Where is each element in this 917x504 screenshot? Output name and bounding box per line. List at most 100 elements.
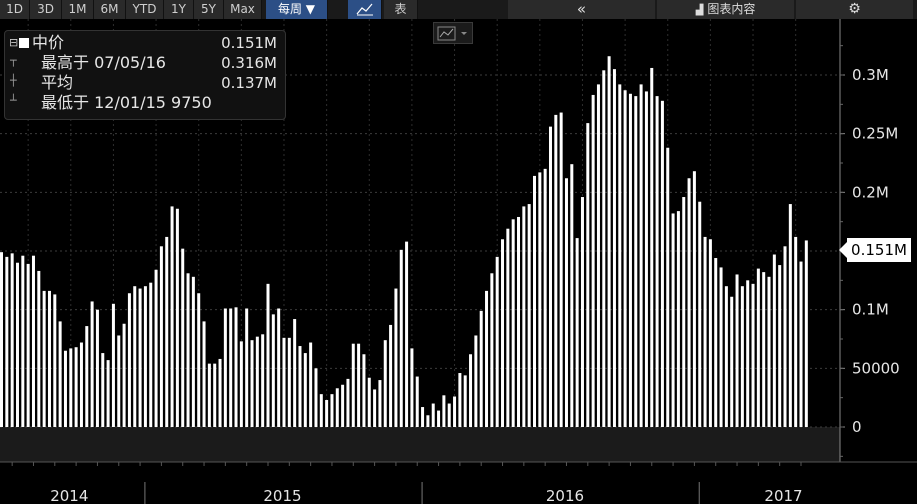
bar bbox=[618, 84, 622, 428]
range-button-3d[interactable]: 3D bbox=[30, 0, 62, 19]
bar bbox=[37, 270, 41, 427]
bar bbox=[405, 241, 409, 427]
bar bbox=[511, 219, 515, 427]
bar bbox=[111, 303, 115, 427]
bar bbox=[138, 288, 142, 427]
bar bbox=[0, 252, 3, 427]
bar bbox=[63, 350, 67, 427]
y-tick-label: 0.3M bbox=[852, 66, 889, 84]
bar bbox=[351, 343, 355, 427]
bar bbox=[687, 178, 691, 427]
bar bbox=[474, 335, 478, 427]
bar bbox=[335, 388, 339, 427]
bar bbox=[383, 340, 387, 427]
bar bbox=[26, 263, 30, 427]
bar bbox=[170, 206, 174, 427]
bar bbox=[410, 348, 414, 427]
bar bbox=[31, 255, 35, 427]
bar bbox=[794, 236, 798, 427]
bar bbox=[564, 178, 568, 427]
bar bbox=[735, 274, 739, 427]
collapse-legend-icon[interactable]: ⊟ bbox=[9, 36, 19, 49]
line-chart-icon bbox=[437, 26, 467, 41]
bar bbox=[479, 310, 483, 427]
bar bbox=[580, 197, 584, 427]
low-marker-icon: ┴ bbox=[10, 94, 17, 107]
bar bbox=[517, 216, 521, 427]
bar bbox=[330, 394, 334, 427]
bar bbox=[117, 335, 121, 427]
bar bbox=[612, 69, 616, 427]
bar bbox=[133, 286, 137, 427]
bar bbox=[533, 175, 536, 427]
bar bbox=[143, 286, 147, 427]
bar bbox=[106, 360, 110, 427]
bar bbox=[426, 415, 430, 427]
bar bbox=[90, 301, 94, 427]
bar bbox=[181, 248, 185, 427]
bar bbox=[293, 319, 297, 427]
bar bbox=[756, 268, 760, 427]
bar bbox=[218, 358, 222, 427]
bar bbox=[234, 307, 238, 427]
bar bbox=[415, 376, 419, 427]
below-zero-band bbox=[0, 427, 840, 462]
range-button-1d[interactable]: 1D bbox=[0, 0, 30, 19]
bar bbox=[69, 348, 73, 427]
x-tick-label: 2017 bbox=[764, 487, 802, 504]
line-chart-icon bbox=[356, 3, 373, 16]
table-view-button[interactable]: 表 bbox=[384, 0, 418, 19]
frequency-dropdown[interactable]: 每周 ▼ bbox=[266, 0, 328, 19]
bar bbox=[287, 337, 291, 427]
legend-mid-label: 中价 bbox=[32, 33, 65, 52]
legend-high-label: 最高于 07/05/16 bbox=[41, 53, 166, 72]
line-chart-mode-button[interactable] bbox=[348, 0, 382, 19]
chart-type-selector[interactable] bbox=[433, 22, 473, 44]
double-chevron-left-icon[interactable]: « bbox=[508, 0, 655, 19]
bar bbox=[399, 249, 403, 427]
bar bbox=[197, 293, 201, 427]
bar bbox=[53, 294, 57, 427]
x-tick-label: 2015 bbox=[263, 487, 301, 504]
range-button-1y[interactable]: 1Y bbox=[164, 0, 194, 19]
bar bbox=[799, 261, 803, 427]
x-tick-label: 2016 bbox=[546, 487, 584, 504]
bar bbox=[783, 246, 787, 427]
bar bbox=[660, 100, 664, 428]
range-button-ytd[interactable]: YTD bbox=[126, 0, 164, 19]
range-button-5y[interactable]: 5Y bbox=[194, 0, 224, 19]
bar bbox=[506, 228, 510, 427]
bar bbox=[394, 288, 398, 427]
y-tick-label: 0.2M bbox=[852, 183, 889, 201]
bar bbox=[341, 384, 345, 427]
bar bbox=[367, 377, 371, 427]
chart-content-icon: ▟ bbox=[695, 5, 704, 16]
bar bbox=[277, 308, 281, 427]
bar bbox=[15, 262, 19, 427]
bar bbox=[719, 267, 723, 427]
range-button-max[interactable]: Max bbox=[224, 0, 262, 19]
chart-content-button[interactable]: ▟ 图表内容 bbox=[657, 0, 794, 19]
legend-avg-value: 0.137M bbox=[221, 74, 277, 92]
bar bbox=[724, 286, 728, 427]
average-marker-icon: ┼ bbox=[10, 74, 17, 87]
bar bbox=[623, 90, 627, 428]
y-tick-label: 0.25M bbox=[852, 125, 898, 143]
bar bbox=[255, 336, 259, 427]
bar bbox=[42, 290, 46, 427]
bar bbox=[154, 269, 158, 427]
bar bbox=[309, 342, 313, 427]
bar bbox=[666, 147, 670, 427]
legend-mid-row: 中价 bbox=[19, 33, 64, 53]
bar bbox=[676, 211, 680, 427]
bar bbox=[223, 308, 227, 427]
range-button-6m[interactable]: 6M bbox=[94, 0, 126, 19]
gear-icon[interactable]: ⚙ bbox=[796, 0, 913, 19]
bar bbox=[639, 84, 643, 428]
bar bbox=[463, 375, 467, 427]
bar bbox=[325, 400, 329, 427]
bar bbox=[122, 323, 126, 427]
bar bbox=[314, 368, 318, 427]
bar bbox=[485, 290, 489, 427]
range-button-1m[interactable]: 1M bbox=[62, 0, 94, 19]
